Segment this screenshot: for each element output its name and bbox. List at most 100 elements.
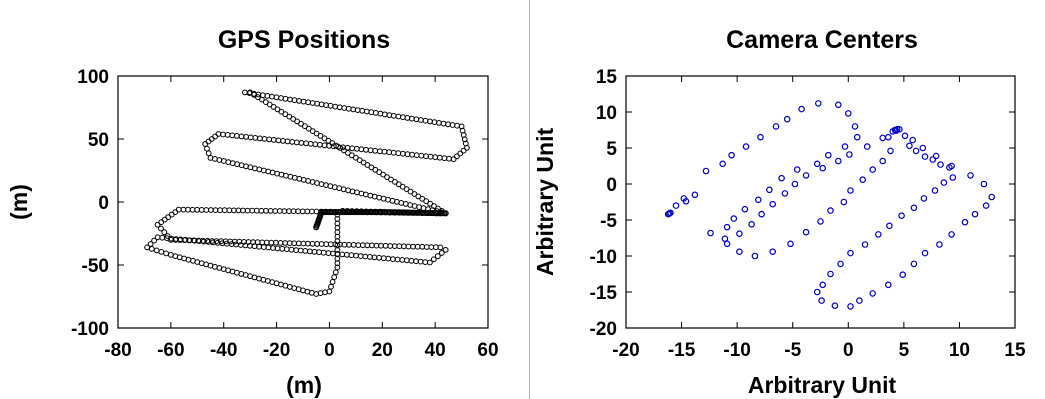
camera-point — [814, 100, 822, 107]
gps-point — [428, 244, 435, 251]
gps-point — [345, 105, 352, 112]
gps-point — [295, 208, 302, 215]
y-tick-label: 5 — [606, 139, 617, 160]
camera-chart-title: Camera Centers — [726, 26, 918, 54]
gps-point — [159, 234, 166, 241]
gps-point — [305, 99, 312, 106]
gps-point — [234, 161, 241, 168]
camera-point — [896, 126, 903, 133]
gps-point — [266, 136, 273, 143]
gps-point — [358, 146, 365, 153]
gps-point — [348, 252, 355, 259]
gps-point — [418, 117, 424, 123]
gps-chart-title: GPS Positions — [218, 26, 390, 54]
y-tick-label: -20 — [590, 319, 617, 340]
gps-point — [291, 174, 298, 181]
x-tick-label: 0 — [324, 340, 335, 361]
camera-x-ticks: -20 -15 -10 -5 0 5 10 15 — [612, 76, 1026, 361]
gps-point — [277, 240, 284, 246]
gps-point — [307, 140, 314, 147]
gps-point — [404, 115, 411, 121]
gps-point — [430, 256, 437, 263]
camera-point — [840, 198, 848, 206]
camera-point — [899, 271, 907, 279]
camera-point — [853, 133, 861, 141]
camera-point — [844, 110, 852, 117]
gps-point — [242, 89, 248, 96]
gps-point — [349, 145, 356, 152]
gps-point — [299, 208, 306, 215]
camera-point — [920, 195, 928, 202]
gps-point — [263, 239, 270, 246]
camera-y-axis-label: Arbitrary Unit — [532, 128, 558, 277]
gps-point — [280, 138, 286, 144]
camera-point — [783, 115, 791, 123]
x-tick-label: 0 — [843, 340, 854, 361]
gps-point — [296, 98, 302, 104]
gps-point — [367, 254, 373, 260]
gps-point — [261, 136, 268, 142]
camera-point — [847, 303, 854, 310]
gps-point — [400, 114, 406, 121]
camera-point — [736, 230, 743, 238]
x-tick-label: 10 — [949, 340, 970, 361]
gps-point — [386, 112, 393, 118]
camera-point — [898, 212, 905, 220]
gps-point — [202, 141, 209, 147]
gps-point — [279, 245, 286, 252]
gps-point — [353, 252, 359, 259]
gps-point — [345, 150, 351, 156]
gps-point — [328, 283, 334, 290]
camera-point — [741, 205, 749, 213]
gps-point — [289, 139, 296, 145]
camera-point — [751, 252, 759, 260]
gps-point — [198, 207, 205, 213]
x-tick-label: 40 — [425, 340, 446, 361]
gps-y-axis-label: (m) — [6, 184, 32, 220]
gps-point — [355, 242, 362, 249]
camera-point — [831, 302, 839, 310]
gps-point — [205, 138, 212, 145]
y-tick-label: 0 — [606, 175, 617, 196]
gps-point — [154, 234, 161, 241]
camera-point — [886, 222, 893, 230]
camera-point — [834, 101, 842, 109]
camera-point — [980, 180, 988, 188]
gps-point — [427, 118, 433, 125]
camera-point — [971, 210, 979, 218]
gps-point — [349, 188, 356, 195]
gps-point — [446, 155, 452, 162]
gps-point — [381, 148, 388, 155]
gps-point — [437, 244, 444, 251]
gps-point — [422, 259, 429, 266]
gps-point — [438, 250, 445, 256]
gps-point — [332, 269, 339, 276]
x-tick-label: -40 — [210, 340, 237, 361]
gps-point — [350, 106, 357, 113]
gps-point — [385, 255, 392, 262]
camera-point — [988, 193, 996, 201]
gps-point — [297, 247, 304, 254]
camera-point — [948, 162, 955, 170]
camera-point — [827, 270, 834, 278]
gps-point — [253, 207, 260, 214]
camera-point — [884, 133, 892, 141]
gps-point — [282, 111, 289, 118]
camera-point — [949, 174, 957, 181]
camera-point — [948, 231, 955, 238]
camera-point — [982, 202, 990, 209]
camera-point — [940, 179, 948, 186]
gps-point — [244, 207, 251, 214]
camera-point — [802, 228, 810, 236]
camera-point — [721, 235, 729, 243]
y-tick-label: 10 — [596, 103, 617, 124]
gps-point — [372, 110, 379, 116]
gps-point — [148, 246, 155, 252]
gps-point — [325, 137, 332, 144]
camera-point — [967, 172, 974, 179]
gps-point — [386, 149, 393, 156]
gps-point — [350, 242, 357, 248]
gps-point — [369, 242, 375, 249]
y-tick-label: 15 — [596, 67, 618, 88]
gps-point — [264, 93, 271, 99]
